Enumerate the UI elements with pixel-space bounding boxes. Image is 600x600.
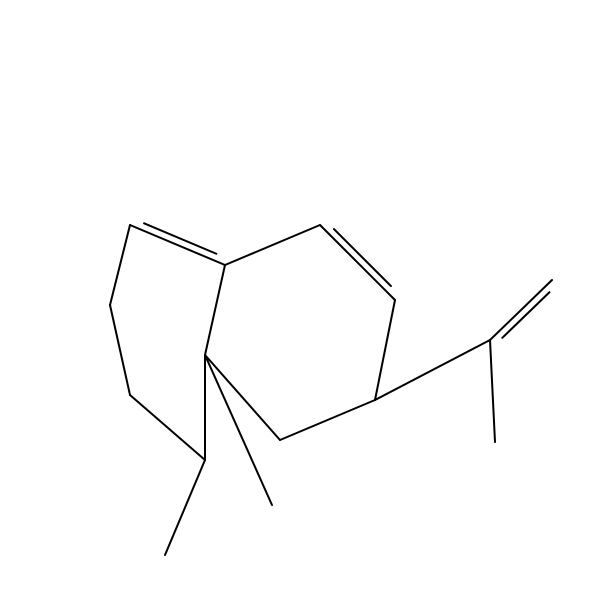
bond-line bbox=[225, 225, 320, 265]
bond-line bbox=[320, 225, 395, 300]
bond-line bbox=[110, 225, 130, 305]
molecule-skeletal-diagram bbox=[0, 0, 600, 600]
bond-line bbox=[144, 223, 216, 253]
bond-line bbox=[490, 340, 495, 442]
bond-line bbox=[375, 300, 395, 400]
bond-line bbox=[130, 225, 225, 265]
bond-line bbox=[165, 460, 205, 555]
bond-line bbox=[280, 400, 375, 440]
bond-line bbox=[205, 265, 225, 355]
bond-line bbox=[205, 355, 272, 505]
bond-line bbox=[490, 280, 552, 340]
bond-line bbox=[502, 292, 549, 338]
bond-line bbox=[205, 355, 280, 440]
bond-line bbox=[130, 395, 205, 460]
bond-line bbox=[375, 340, 490, 400]
bond-line bbox=[334, 229, 391, 286]
bond-line bbox=[110, 305, 130, 395]
